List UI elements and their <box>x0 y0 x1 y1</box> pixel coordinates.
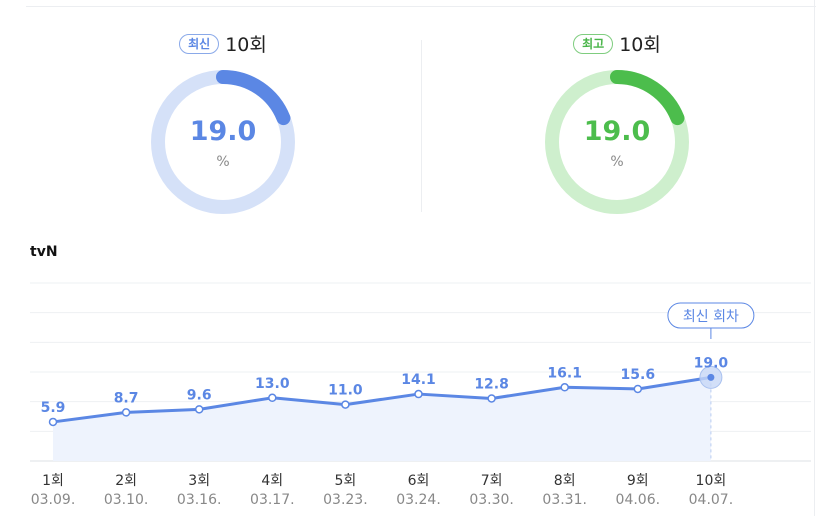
x-axis-label: 1회 03.09. <box>18 472 88 510</box>
x-axis-date: 03.23. <box>323 492 368 508</box>
highest-rating-value: 19.0 <box>583 116 651 147</box>
highest-gauge-arc <box>545 70 689 214</box>
right-border <box>814 0 815 516</box>
highest-rating-header: 최고 10회 <box>527 30 707 58</box>
latest-badge: 최신 <box>179 33 220 54</box>
x-axis-episode: 6회 <box>407 473 430 489</box>
data-label: 8.7 <box>114 390 139 406</box>
data-label: 12.8 <box>474 376 509 392</box>
data-label: 15.6 <box>621 367 656 383</box>
series-line <box>52 375 712 424</box>
x-axis-label: 4회 03.17. <box>237 472 307 510</box>
data-point <box>48 417 58 427</box>
data-label: 11.0 <box>328 383 363 399</box>
x-axis-date: 03.17. <box>250 492 295 508</box>
panel-divider <box>421 40 422 212</box>
top-border <box>26 6 816 7</box>
x-axis-date: 03.24. <box>396 492 441 508</box>
x-axis-label: 2회 03.10. <box>91 472 161 510</box>
x-axis-episode: 5회 <box>334 473 357 489</box>
x-axis-date: 03.30. <box>469 492 514 508</box>
data-point <box>268 393 277 403</box>
data-point <box>414 389 423 399</box>
latest-rating-unit: % <box>216 154 230 170</box>
highest-gauge-svg <box>545 70 689 214</box>
data-point <box>341 400 350 409</box>
highest-badge: 최고 <box>573 33 614 54</box>
x-axis-episode: 3회 <box>188 473 211 489</box>
x-axis-date: 03.31. <box>542 492 587 508</box>
x-axis-episode: 8회 <box>553 473 576 489</box>
x-axis-episode: 1회 <box>42 473 64 489</box>
data-label: 5.9 <box>41 400 66 416</box>
data-label: 13.0 <box>255 376 290 392</box>
highest-rating-panel: 최고 10회 19.0 % <box>527 30 707 220</box>
x-axis-date: 03.16. <box>176 492 222 508</box>
latest-gauge-svg <box>151 70 295 214</box>
channel-name: tvN <box>30 244 58 260</box>
x-axis-episode: 10회 <box>695 473 727 489</box>
x-axis-label: 9회 04.06. <box>603 472 673 510</box>
data-point <box>194 405 204 414</box>
latest-episode-callout <box>667 302 755 329</box>
latest-rating-value: 19.0 <box>189 116 257 147</box>
x-axis-episode: 2회 <box>115 473 137 489</box>
latest-rating-panel: 최신 10회 19.0 % <box>133 30 313 220</box>
x-axis-label: 7회 03.30. <box>457 472 527 510</box>
x-axis-label: 3회 03.16. <box>164 472 234 510</box>
x-axis-label: 8회 03.31. <box>530 472 600 510</box>
latest-episode: 10회 <box>225 34 267 56</box>
latest-gauge-arc <box>151 70 295 214</box>
x-axis-episode: 7회 <box>480 473 503 489</box>
highest-rating-gauge: 19.0 % <box>545 70 689 214</box>
series-area <box>53 377 711 461</box>
data-label: 19.0 <box>694 355 729 371</box>
x-axis-episode: 4회 <box>261 473 284 489</box>
x-axis-episode: 9회 <box>626 473 649 489</box>
data-point <box>121 408 131 417</box>
x-axis-date: 03.10. <box>103 492 149 508</box>
data-label: 9.6 <box>187 387 212 403</box>
data-label: 16.1 <box>547 365 582 381</box>
data-label: 14.1 <box>401 372 436 388</box>
data-point <box>707 373 715 381</box>
latest-episode-callout-text: 최신 회차 <box>683 309 739 325</box>
x-axis-date: 03.09. <box>30 492 76 508</box>
x-axis-date: 04.06. <box>615 492 661 508</box>
x-axis-label: 10회 04.07. <box>676 472 746 510</box>
latest-rating-gauge: 19.0 % <box>151 70 295 214</box>
data-point <box>560 383 569 392</box>
latest-rating-header: 최신 10회 <box>133 30 313 58</box>
data-point <box>633 384 643 394</box>
data-point <box>487 394 496 403</box>
highest-episode: 10회 <box>619 34 661 56</box>
x-axis-label: 5회 03.23. <box>310 472 380 510</box>
x-axis-label: 6회 03.24. <box>384 472 454 510</box>
highest-rating-unit: % <box>610 154 624 170</box>
x-axis-date: 04.07. <box>688 492 734 508</box>
